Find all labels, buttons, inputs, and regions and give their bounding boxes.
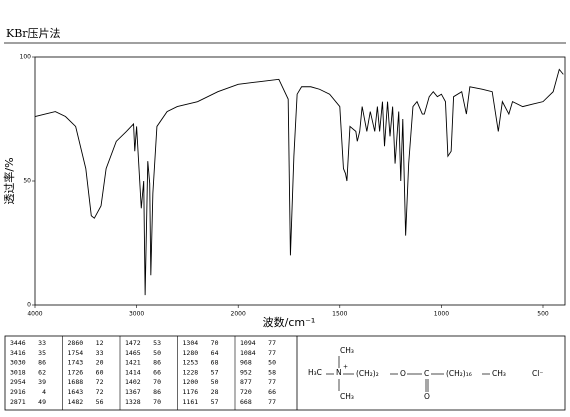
peak-transmittance: 50 xyxy=(153,349,161,357)
peak-wavenumber: 1084 xyxy=(240,349,256,357)
peak-wavenumber: 720 xyxy=(240,388,252,396)
atom: CH₃ xyxy=(340,392,354,401)
peak-transmittance: 57 xyxy=(211,368,219,376)
peak-transmittance: 77 xyxy=(268,339,276,347)
peak-transmittance: 57 xyxy=(211,398,219,406)
peak-wavenumber: 1688 xyxy=(68,378,84,386)
peak-transmittance: 70 xyxy=(153,378,161,386)
peak-wavenumber: 1367 xyxy=(125,388,141,396)
peak-transmittance: 49 xyxy=(38,398,46,406)
peak-transmittance: 4 xyxy=(42,388,46,396)
peak-transmittance: 68 xyxy=(211,359,219,367)
peak-wavenumber: 1228 xyxy=(183,368,199,376)
peak-transmittance: 50 xyxy=(268,359,276,367)
atom: O xyxy=(400,369,406,378)
peak-wavenumber: 2871 xyxy=(10,398,26,406)
x-tick-label: 4000 xyxy=(27,311,42,318)
peak-wavenumber: 3030 xyxy=(10,359,26,367)
y-tick-label: 0 xyxy=(27,302,31,309)
chart-title: KBr压片法 xyxy=(6,26,61,40)
peak-wavenumber: 1465 xyxy=(125,349,141,357)
x-tick-label: 3000 xyxy=(129,311,144,318)
peak-wavenumber: 1743 xyxy=(68,359,84,367)
peak-transmittance: 56 xyxy=(96,398,104,406)
peak-wavenumber: 3446 xyxy=(10,339,26,347)
peak-wavenumber: 1161 xyxy=(183,398,199,406)
y-axis-label: 透过率/% xyxy=(2,157,16,204)
spectrum-line xyxy=(34,68,564,296)
peak-wavenumber: 2860 xyxy=(68,339,84,347)
atom: CH₃ xyxy=(340,346,354,355)
peak-transmittance: 70 xyxy=(153,398,161,406)
peak-wavenumber: 952 xyxy=(240,368,252,376)
peak-transmittance: 62 xyxy=(38,368,46,376)
group: (CH₂)₂ xyxy=(356,369,379,378)
peak-wavenumber: 1472 xyxy=(125,339,141,347)
peak-transmittance: 39 xyxy=(38,378,46,386)
peak-transmittance: 66 xyxy=(268,388,276,396)
group: (CH₂)₁₆ xyxy=(446,369,472,378)
y-tick-label: 50 xyxy=(23,178,31,185)
peak-transmittance: 70 xyxy=(211,339,219,347)
atom: N xyxy=(336,368,342,377)
peak-wavenumber: 1482 xyxy=(68,398,84,406)
peak-transmittance: 77 xyxy=(268,349,276,357)
peak-transmittance: 33 xyxy=(96,349,104,357)
peak-wavenumber: 2916 xyxy=(10,388,26,396)
atom: C xyxy=(424,369,429,378)
atom: + xyxy=(343,364,348,371)
peak-transmittance: 86 xyxy=(153,359,161,367)
peak-wavenumber: 3416 xyxy=(10,349,26,357)
peak-wavenumber: 668 xyxy=(240,398,252,406)
peak-transmittance: 60 xyxy=(96,368,104,376)
peak-transmittance: 64 xyxy=(211,349,219,357)
x-tick-label: 500 xyxy=(537,311,549,318)
plot-frame xyxy=(34,56,566,306)
peak-transmittance: 58 xyxy=(268,368,276,376)
peak-wavenumber: 1328 xyxy=(125,398,141,406)
x-tick-label: 2000 xyxy=(231,311,246,318)
structure: CH₃ H₃C N + (CH₂)₂ O C O (CH₂)₁₆ CH₃ CH₃… xyxy=(308,346,543,401)
y-tick-label: 100 xyxy=(20,54,32,61)
peak-transmittance: 86 xyxy=(38,359,46,367)
table-frame xyxy=(4,335,566,411)
peak-wavenumber: 1643 xyxy=(68,388,84,396)
peak-transmittance: 86 xyxy=(153,388,161,396)
peak-transmittance: 50 xyxy=(211,378,219,386)
x-axis-label: 波数/cm⁻¹ xyxy=(263,316,316,329)
peak-wavenumber: 3018 xyxy=(10,368,26,376)
peak-transmittance: 35 xyxy=(38,349,46,357)
peak-wavenumber: 1402 xyxy=(125,378,141,386)
peak-transmittance: 77 xyxy=(268,378,276,386)
peak-transmittance: 12 xyxy=(96,339,104,347)
peak-wavenumber: 1304 xyxy=(183,339,199,347)
peak-transmittance: 77 xyxy=(268,398,276,406)
x-tick-label: 1000 xyxy=(434,311,449,318)
peak-transmittance: 53 xyxy=(153,339,161,347)
peak-wavenumber: 1200 xyxy=(183,378,199,386)
peak-wavenumber: 1754 xyxy=(68,349,84,357)
peak-wavenumber: 968 xyxy=(240,359,252,367)
peak-wavenumber: 1726 xyxy=(68,368,84,376)
peak-transmittance: 72 xyxy=(96,388,104,396)
peak-transmittance: 28 xyxy=(211,388,219,396)
peak-wavenumber: 1176 xyxy=(183,388,199,396)
peak-wavenumber: 1421 xyxy=(125,359,141,367)
peak-wavenumber: 1414 xyxy=(125,368,141,376)
atom: CH₃ xyxy=(492,369,506,378)
x-tick-label: 1500 xyxy=(332,311,347,318)
peak-wavenumber: 1253 xyxy=(183,359,199,367)
peak-wavenumber: 1094 xyxy=(240,339,256,347)
peak-wavenumber: 877 xyxy=(240,378,252,386)
atom: O xyxy=(424,392,430,401)
atom: H₃C xyxy=(308,368,322,377)
peak-transmittance: 20 xyxy=(96,359,104,367)
peak-wavenumber: 2954 xyxy=(10,378,26,386)
peak-wavenumber: 1280 xyxy=(183,349,199,357)
ion: Cl⁻ xyxy=(532,369,543,378)
peak-transmittance: 33 xyxy=(38,339,46,347)
peak-transmittance: 72 xyxy=(96,378,104,386)
peak-transmittance: 66 xyxy=(153,368,161,376)
